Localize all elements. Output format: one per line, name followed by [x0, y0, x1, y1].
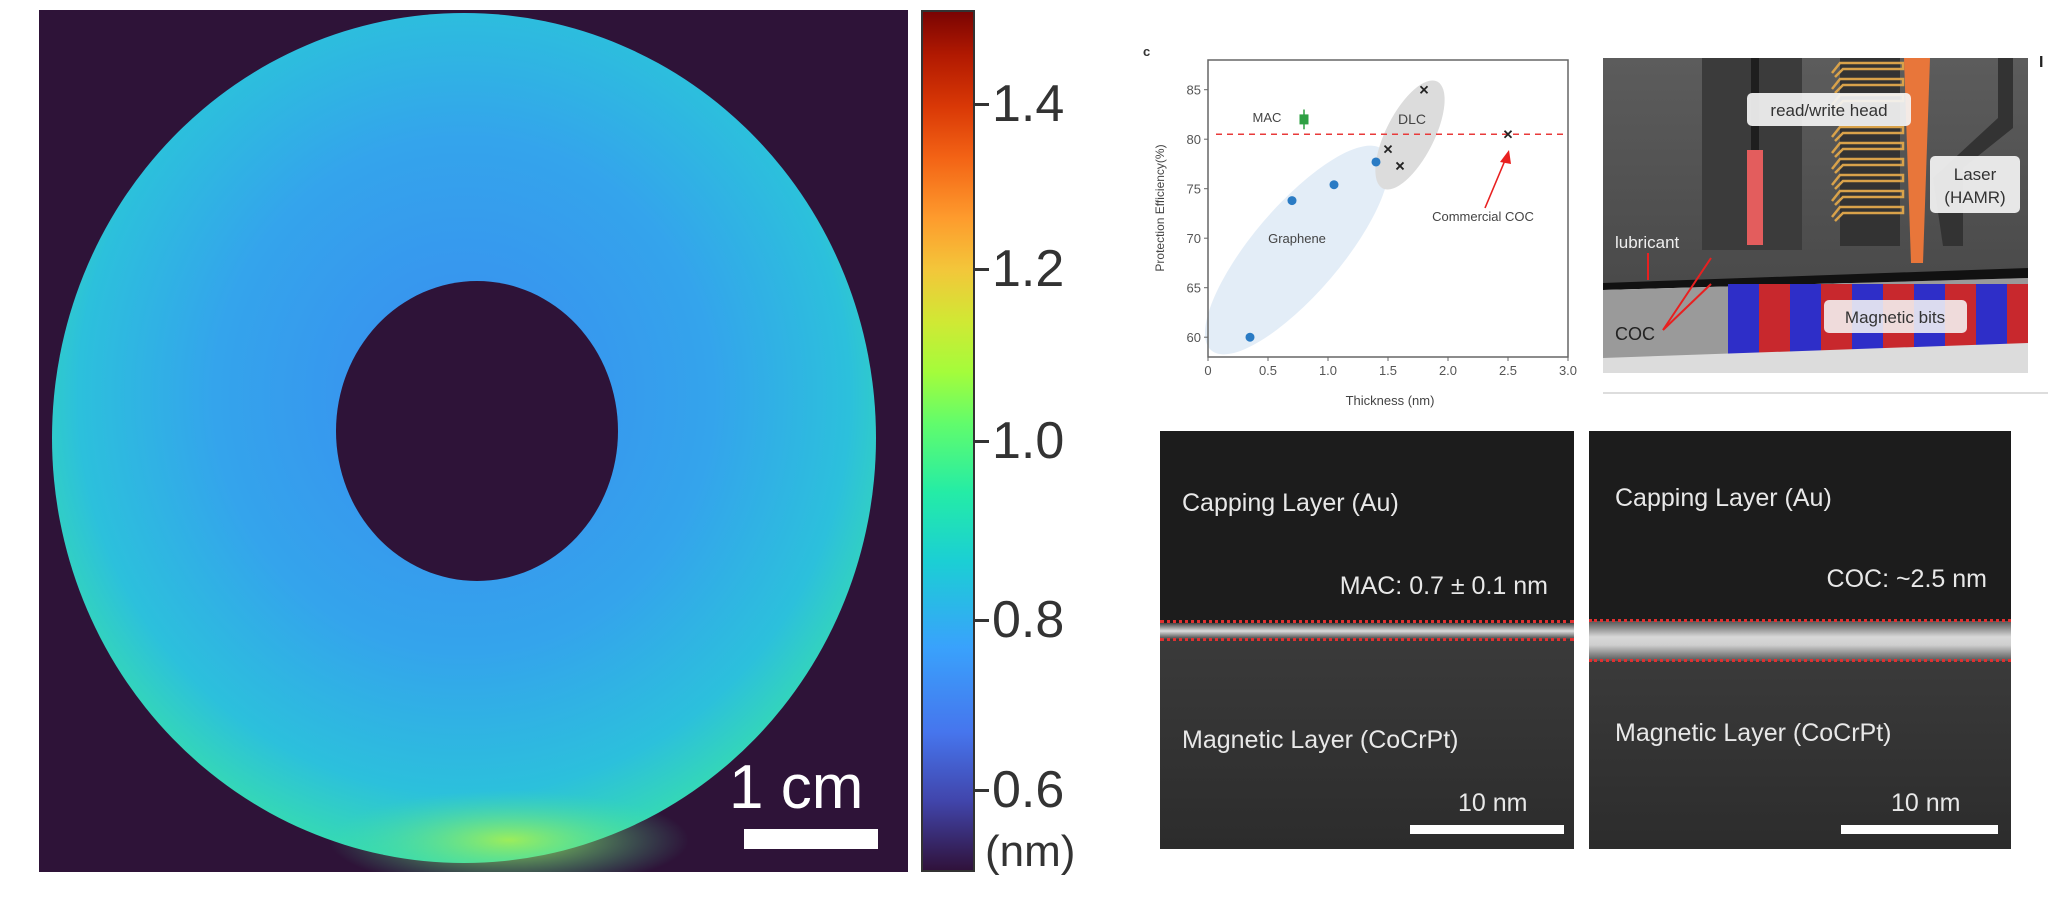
magnetic-layer-region	[1160, 639, 1574, 849]
bits-label: Magnetic bits	[1845, 308, 1945, 327]
colorbar-tick	[975, 103, 989, 106]
annotation-commercial-coc: Commercial COC	[1432, 209, 1534, 224]
colorbar-tick-label: 0.6	[992, 761, 1065, 819]
colorbar-tick	[975, 789, 989, 792]
y-tick-label: 60	[1187, 330, 1201, 345]
annotation-dlc: DLC	[1398, 111, 1426, 127]
mac-point	[1299, 114, 1309, 125]
coc-label: COC	[1615, 324, 1655, 344]
x-tick-label: 2.5	[1499, 363, 1517, 378]
y-tick-label: 80	[1187, 132, 1201, 147]
scale-bar-label: 1 cm	[729, 753, 864, 822]
laser-label-line1: Laser	[1954, 165, 1997, 184]
scale-bar	[1410, 825, 1564, 834]
hamr-schematic: read/write head Laser (HAMR) lubricant C…	[1603, 58, 2038, 373]
x-tick-label: 1.0	[1319, 363, 1337, 378]
graphene-point	[1371, 157, 1381, 167]
substrate	[1603, 343, 2028, 373]
scale-bar	[744, 829, 878, 849]
divider	[1603, 392, 2048, 394]
graphene-point	[1287, 196, 1297, 206]
colorbar-tick-label: 1.2	[992, 240, 1065, 298]
graphene-point	[1245, 332, 1255, 342]
boundary-line	[1160, 620, 1574, 623]
x-tick-label: 0	[1204, 363, 1211, 378]
lubricant-label: lubricant	[1615, 233, 1680, 252]
schematic-svg: read/write head Laser (HAMR) lubricant C…	[1603, 58, 2038, 373]
thickness-label: MAC: 0.7 ± 0.1 nm	[1339, 572, 1548, 600]
x-axis-label: Thickness (nm)	[1346, 393, 1435, 408]
coc-arrow-upper	[1662, 257, 1712, 331]
scale-bar	[1841, 825, 1998, 834]
chart-svg: c 0 0.5 1.0 1.5 2.0 2.5 3.0 60 65 70 75 80 85 MAC DL…	[1143, 44, 1577, 408]
disk-bottom-highlight	[329, 790, 689, 890]
annotation-graphene: Graphene	[1268, 231, 1326, 246]
colorbar-unit: (nm)	[985, 827, 1076, 876]
x-tick-label: 0.5	[1259, 363, 1277, 378]
colorbar-tick	[975, 268, 989, 271]
scatter-chart: c 0 0.5 1.0 1.5 2.0 2.5 3.0 60 65 70 75 80 85 MAC DL…	[1140, 40, 1600, 420]
dlc-point	[1395, 161, 1405, 171]
scale-bar-label: 10 nm	[1458, 789, 1528, 817]
dlc-point	[1383, 144, 1393, 154]
y-tick-label: 70	[1187, 231, 1201, 246]
magnetic-layer-label: Magnetic Layer (CoCrPt)	[1182, 726, 1459, 754]
magnetic-layer-region	[1589, 661, 2011, 849]
boundary-line	[1160, 638, 1574, 641]
coc-layer-band	[1589, 621, 2011, 661]
coc-arrowhead	[1500, 150, 1511, 164]
bits-label-box	[1824, 300, 1967, 333]
colorbar-tick-label: 1.4	[992, 75, 1065, 133]
y-tick-label: 75	[1187, 182, 1201, 197]
x-tick-label: 2.0	[1439, 363, 1457, 378]
y-axis-label: Protection Efficiency(%)	[1153, 144, 1167, 271]
magnetic-layer-label: Magnetic Layer (CoCrPt)	[1615, 719, 1892, 747]
thickness-map-image: 1 cm	[39, 10, 908, 890]
capping-layer-label: Capping Layer (Au)	[1615, 484, 1832, 512]
tem-image-mac: Capping Layer (Au) MAC: 0.7 ± 0.1 nm Mag…	[1160, 431, 1574, 849]
scale-bar-label: 10 nm	[1891, 789, 1961, 817]
capping-layer-label: Capping Layer (Au)	[1182, 489, 1399, 517]
x-tick-label: 1.5	[1379, 363, 1397, 378]
panel-label: c	[1143, 44, 1150, 59]
y-tick-label: 65	[1187, 281, 1201, 296]
boundary-line	[1589, 659, 2011, 662]
head-label-box	[1747, 93, 1911, 126]
colorbar-tick	[975, 440, 989, 443]
annotation-mac: MAC	[1253, 110, 1282, 125]
mac-layer-band	[1160, 623, 1574, 639]
colorbar-tick	[975, 619, 989, 622]
head-label: read/write head	[1770, 101, 1887, 120]
colorbar-tick-label: 0.8	[992, 591, 1065, 649]
disk-hole	[336, 281, 618, 581]
dlc-region	[1375, 80, 1445, 190]
coc-arrow	[1484, 157, 1507, 209]
x-tick-label: 3.0	[1559, 363, 1577, 378]
tem-image-coc: Capping Layer (Au) COC: ~2.5 nm Magnetic…	[1589, 431, 2011, 849]
dlc-point	[1419, 85, 1429, 94]
laser-label-box	[1930, 156, 2020, 213]
colorbar	[921, 10, 975, 872]
panel-corner-mark: I	[2039, 54, 2044, 71]
coc-arrow-lower	[1662, 283, 1712, 331]
laser-label-line2: (HAMR)	[1944, 188, 2005, 207]
y-tick-label: 85	[1187, 83, 1201, 98]
commercial-coc-point	[1503, 130, 1513, 139]
thickness-label: COC: ~2.5 nm	[1826, 565, 1987, 593]
graphene-point	[1329, 180, 1339, 190]
boundary-line	[1589, 619, 2011, 622]
write-pole	[1840, 58, 1900, 246]
colorbar-tick-label: 1.0	[992, 412, 1065, 470]
disk-svg	[52, 13, 876, 890]
read-sensor	[1747, 150, 1763, 245]
graphene-region	[1204, 145, 1390, 355]
